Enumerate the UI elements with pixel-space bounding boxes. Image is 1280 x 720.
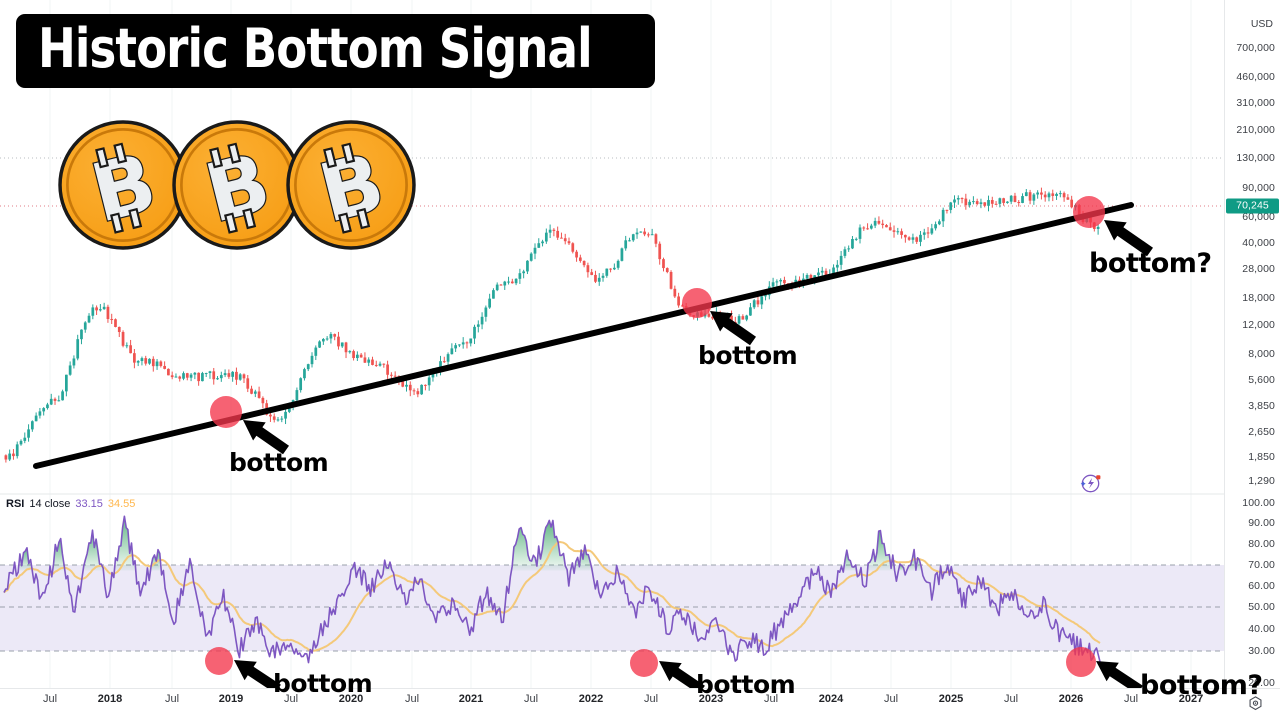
ai-sparkle-icon[interactable]	[1079, 471, 1103, 495]
time-axis-tick: Jul	[763, 693, 779, 705]
annotation-arrow	[243, 420, 289, 455]
price-axis[interactable]: USD 700,000 460,000 310,000 210,000 130,000 9…	[1224, 0, 1280, 720]
time-axis-tick: Jul	[283, 693, 299, 705]
price-axis-tick: 60,000	[1242, 211, 1275, 223]
time-axis-tick: 2022	[578, 693, 604, 705]
price-axis-tick: 28,000	[1242, 263, 1275, 275]
price-axis-tick: 3,850	[1248, 400, 1275, 412]
time-axis-tick: Jul	[883, 693, 899, 705]
bottom-marker-dot[interactable]	[630, 649, 658, 677]
annotation-arrow	[1096, 661, 1143, 695]
annotation-label-price-bottom-3: bottom?	[1089, 248, 1212, 279]
price-axis-unit: USD	[1250, 18, 1273, 30]
annotation-arrow	[659, 661, 705, 695]
current-price-badge: 70,245	[1226, 198, 1279, 214]
rsi-legend-ma-value: 34.55	[107, 498, 136, 510]
rsi-axis-tick: 60.00	[1248, 580, 1275, 592]
time-axis-tick: Jul	[1003, 693, 1019, 705]
time-axis-tick: Jul	[523, 693, 539, 705]
rsi-indicator-legend[interactable]: RSI 14 close 33.15 34.55	[6, 498, 135, 510]
rsi-axis-tick: 20.00	[1248, 677, 1275, 689]
bottom-marker-dot[interactable]	[1066, 647, 1096, 677]
time-axis-tick: 2024	[818, 693, 844, 705]
rsi-legend-params: 14 close	[29, 498, 71, 510]
time-axis-tick: 2025	[938, 693, 964, 705]
price-axis-tick: 130,000	[1236, 152, 1275, 164]
rsi-axis-tick: 70.00	[1248, 559, 1275, 571]
time-axis[interactable]: Jul 2018 Jul 2019 Jul 2020 Jul 2021 Jul 2022 Jul 20…	[0, 688, 1280, 720]
price-axis-tick: 310,000	[1236, 97, 1275, 109]
time-axis-tick: 2021	[458, 693, 484, 705]
time-axis-tick: 2027	[1178, 693, 1204, 705]
price-axis-tick: 40,000	[1242, 237, 1275, 249]
bottom-marker-dot[interactable]	[682, 288, 712, 318]
annotation-label-rsi-bottom-2: bottom	[696, 670, 796, 699]
bottom-marker-dot[interactable]	[205, 647, 233, 675]
bottom-markers[interactable]	[205, 196, 1105, 677]
annotation-arrow	[710, 311, 756, 346]
price-axis-tick: 700,000	[1236, 42, 1275, 54]
annotation-label-rsi-bottom-3: bottom?	[1140, 670, 1263, 701]
time-axis-tick: 2020	[338, 693, 364, 705]
title-banner: Historic Bottom Signal	[16, 14, 656, 88]
rsi-axis-tick: 100.00	[1242, 497, 1275, 509]
rsi-axis-tick: 40.00	[1248, 623, 1275, 635]
bottom-marker-dot[interactable]	[210, 396, 242, 428]
annotation-label-rsi-bottom-1: bottom	[273, 669, 373, 698]
rsi-axis-tick: 80.00	[1248, 538, 1275, 550]
crosshair-settings-icon[interactable]	[1247, 695, 1264, 712]
price-axis-tick: 8,000	[1248, 348, 1275, 360]
page-title: Historic Bottom Signal	[38, 17, 593, 80]
price-axis-tick: 210,000	[1236, 124, 1275, 136]
time-axis-tick: Jul	[404, 693, 420, 705]
annotation-arrow	[234, 660, 281, 694]
rsi-reference-lines	[0, 564, 1224, 652]
rsi-legend-name: RSI	[6, 498, 25, 510]
bottom-marker-dot[interactable]	[1073, 196, 1105, 228]
rsi-axis-tick: 50.00	[1248, 601, 1275, 613]
time-axis-tick: 2026	[1058, 693, 1084, 705]
time-axis-tick: 2023	[698, 693, 724, 705]
annotation-arrow	[1104, 220, 1153, 257]
rsi-axis-tick: 90.00	[1248, 517, 1275, 529]
bitcoin-coin-3-icon: B	[286, 120, 416, 250]
price-axis-tick: 90,000	[1242, 182, 1275, 194]
price-axis-tick: 5,600	[1248, 374, 1275, 386]
rsi-legend-value: 33.15	[75, 498, 103, 510]
annotation-arrows	[234, 220, 1153, 695]
price-axis-tick: 1,290	[1248, 475, 1275, 487]
annotation-label-price-bottom-2: bottom	[698, 341, 798, 370]
annotation-label-price-bottom-1: bottom	[229, 448, 329, 477]
rsi-axis-tick: 30.00	[1248, 645, 1275, 657]
price-axis-tick: 460,000	[1236, 71, 1275, 83]
time-axis-tick: Jul	[643, 693, 659, 705]
price-axis-tick: 2,650	[1248, 426, 1275, 438]
bitcoin-coins-graphic: B B B	[56, 118, 416, 252]
rsi-band-30-70	[0, 565, 1224, 651]
price-axis-tick: 12,000	[1242, 319, 1275, 331]
price-axis-tick: 18,000	[1242, 292, 1275, 304]
time-axis-tick: 2019	[218, 693, 244, 705]
time-axis-tick: Jul	[164, 693, 180, 705]
bitcoin-coin-2-icon: B	[172, 120, 302, 250]
time-axis-tick: 2018	[97, 693, 123, 705]
price-axis-tick: 1,850	[1248, 451, 1275, 463]
time-axis-tick: Jul	[1123, 693, 1139, 705]
rsi-line	[3, 515, 1101, 664]
time-axis-tick: Jul	[42, 693, 58, 705]
